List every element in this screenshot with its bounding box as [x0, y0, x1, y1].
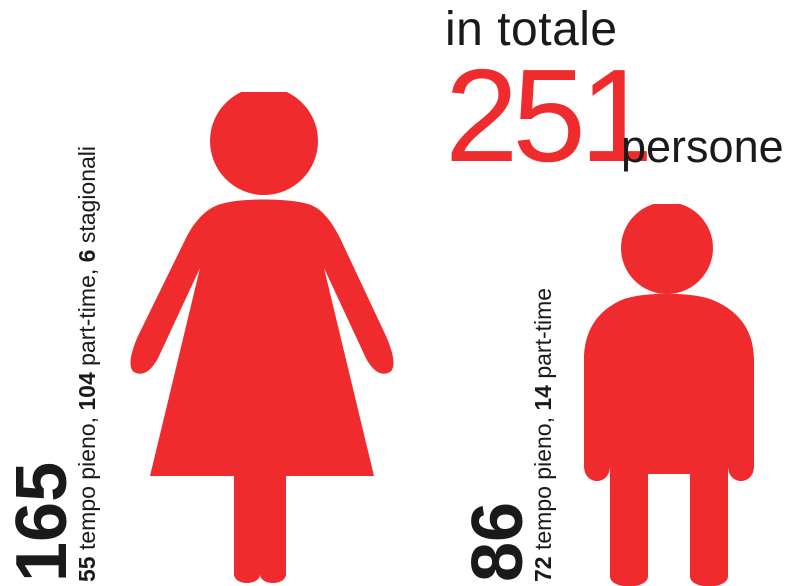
total-unit: persone [621, 121, 784, 172]
men-label: 86 72 tempo pieno, 14 part-time [458, 288, 556, 582]
woman-head [210, 92, 318, 195]
women-seasonal-label: stagionali [74, 145, 100, 250]
men-breakdown: 72 tempo pieno, 14 part-time [530, 288, 556, 582]
men-fulltime-value: 72 [530, 556, 556, 582]
men-fulltime-label: tempo pieno, [530, 410, 556, 557]
men-parttime-value: 14 [530, 385, 556, 411]
women-seasonal-value: 6 [74, 249, 100, 263]
men-total: 86 [458, 501, 538, 582]
man-body [584, 293, 754, 586]
women-total: 165 [2, 461, 82, 582]
men-parttime-label: part-time [530, 287, 556, 386]
woman-body [130, 199, 394, 583]
headline: in totale 251 persone [445, 3, 784, 196]
women-parttime-label: part-time, [74, 262, 100, 373]
women-breakdown: 55 tempo pieno, 104 part-time, 6 stagion… [74, 146, 100, 582]
women-parttime-value: 104 [74, 372, 100, 411]
headline-intro: in totale [445, 3, 618, 56]
women-fulltime-label: tempo pieno, [74, 410, 100, 557]
women-fulltime-value: 55 [74, 556, 100, 582]
women-label: 165 55 tempo pieno, 104 part-time, 6 sta… [2, 146, 100, 582]
man-head [621, 204, 713, 294]
woman-icon [130, 92, 394, 583]
total-count: 251 [445, 42, 653, 189]
man-icon [584, 204, 754, 586]
